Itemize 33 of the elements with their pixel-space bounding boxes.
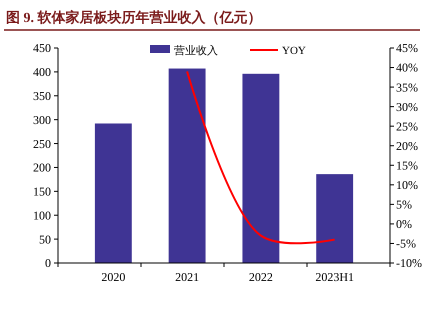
y2-tick-label: -10% [396, 256, 422, 270]
y-tick-label: 100 [33, 208, 51, 222]
y2-tick-label: 30% [396, 100, 418, 114]
y2-tick-label: 25% [396, 119, 418, 134]
y2-tick-label: 40% [396, 60, 418, 75]
y2-tick-label: 5% [396, 198, 412, 212]
bar [242, 74, 280, 263]
bar [168, 68, 206, 263]
chart-title: 图 9. 软体家居板块历年营业收入（亿元） [6, 9, 262, 26]
y2-tick-label: 15% [396, 158, 418, 172]
legend-label: 营业收入 [174, 44, 218, 57]
y-tick-label: 450 [33, 41, 51, 56]
y2-tick-label: 45% [396, 41, 418, 56]
x-tick-label: 2020 [101, 270, 126, 284]
legend-label: YOY [282, 44, 306, 57]
y2-tick-label: 0% [396, 217, 412, 232]
x-tick-label: 2023H1 [315, 270, 354, 284]
y2-tick-label: 35% [396, 80, 418, 94]
y-tick-label: 0 [45, 256, 51, 270]
x-tick-label: 2022 [248, 270, 273, 284]
y-tick-label: 300 [33, 112, 51, 127]
y-tick-label: 50 [39, 232, 51, 246]
y-tick-label: 250 [33, 136, 51, 151]
bar [94, 123, 132, 263]
y-tick-label: 400 [33, 65, 51, 80]
x-tick-label: 2021 [175, 270, 200, 284]
y2-tick-label: -5% [396, 236, 416, 251]
bar [316, 174, 354, 263]
y-tick-label: 350 [33, 88, 51, 103]
y2-tick-label: 10% [396, 178, 418, 192]
y2-tick-label: 20% [396, 138, 418, 153]
y-tick-label: 200 [33, 160, 51, 175]
y-tick-label: 150 [33, 184, 51, 199]
